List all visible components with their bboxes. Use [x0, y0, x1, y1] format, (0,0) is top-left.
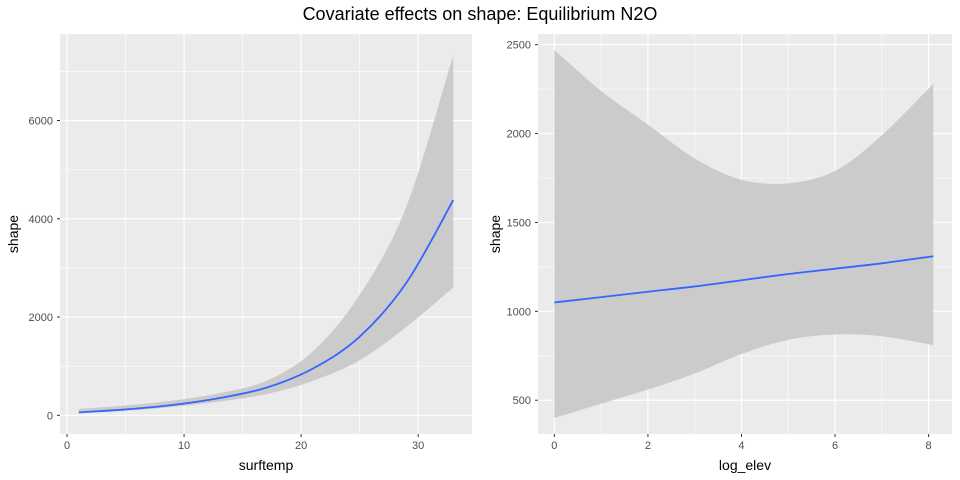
right-panel-fit-line	[554, 255, 934, 304]
right-panel-y-axis-title: shape	[487, 215, 503, 253]
left-panel-x-tick-label: 30	[412, 440, 424, 452]
right-panel-x-axis-title: log_elev	[719, 457, 771, 473]
right-panel-x-tick-label: 0	[551, 440, 557, 452]
left-panel-confidence-ribbon	[78, 55, 454, 414]
left-panel-fit-line	[78, 199, 455, 414]
left-panel-x-tick-label: 0	[64, 440, 70, 452]
left-panel-x-tick-label: 10	[178, 440, 190, 452]
right-panel-y-tick-label: 1500	[507, 217, 531, 229]
right-panel-y-tick-label: 2500	[507, 40, 531, 52]
left-panel-y-tick-label: 2000	[29, 312, 53, 324]
left-panel-x-tick-label: 20	[295, 440, 307, 452]
left-panel-x-axis-title: surftemp	[239, 457, 294, 473]
right-panel-x-tick-label: 2	[645, 440, 651, 452]
left-panel-y-axis-title: shape	[5, 215, 21, 253]
figure-title: Covariate effects on shape: Equilibrium …	[302, 4, 658, 24]
right-panel-y-tick-label: 500	[513, 395, 531, 407]
right-panel-confidence-ribbon	[554, 50, 934, 418]
right-panel-y-tick-label: 2000	[507, 129, 531, 141]
right-panel-y-tick-label: 1000	[507, 306, 531, 318]
left-panel-y-tick-label: 6000	[29, 115, 53, 127]
left-panel-y-tick-label: 4000	[29, 214, 53, 226]
right-panel-x-tick-label: 6	[832, 440, 838, 452]
left-panel-y-tick-label: 0	[47, 410, 53, 422]
right-panel-x-tick-label: 8	[926, 440, 932, 452]
right-panel-x-tick-label: 4	[738, 440, 744, 452]
